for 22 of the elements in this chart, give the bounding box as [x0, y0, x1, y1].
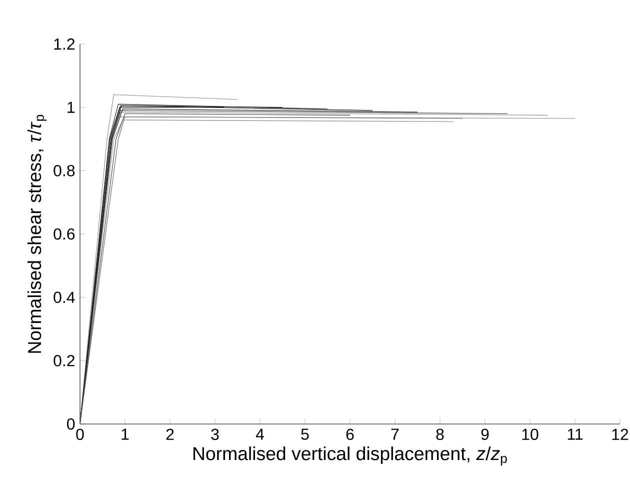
x-axis-title: Normalised vertical displacement, z/z$_{p}$ [194, 446, 507, 466]
x-tick-label: 4 [256, 428, 264, 440]
x-tick-label: 3 [211, 428, 219, 440]
x-tick-label: 7 [391, 428, 399, 440]
x-tick-label: 5 [301, 428, 309, 440]
x-tick-label: 10 [522, 428, 538, 440]
y-tick-label: 0.6 [54, 228, 75, 240]
x-tick-label: 8 [436, 428, 444, 440]
y-tick-label: 1.2 [54, 38, 74, 50]
y-tick-label: 0.4 [54, 292, 75, 303]
x-tick-label: 0 [76, 428, 84, 440]
x-tick-label: 1 [122, 428, 129, 440]
x-tick-label: 12 [612, 428, 628, 440]
y-tick-label: 0.8 [54, 165, 75, 176]
x-tick-label: 9 [481, 428, 489, 440]
y-tick-label: 1 [68, 102, 75, 113]
x-tick-label: 11 [568, 428, 583, 440]
y-tick-label: 0.2 [54, 355, 74, 366]
y-axis-title: Normalised shear stress, τ/τ$_{p}$ [27, 114, 47, 353]
x-tick-label: 2 [166, 428, 174, 440]
x-tick-label: 6 [346, 428, 354, 440]
y-tick-label: 0 [67, 418, 75, 430]
